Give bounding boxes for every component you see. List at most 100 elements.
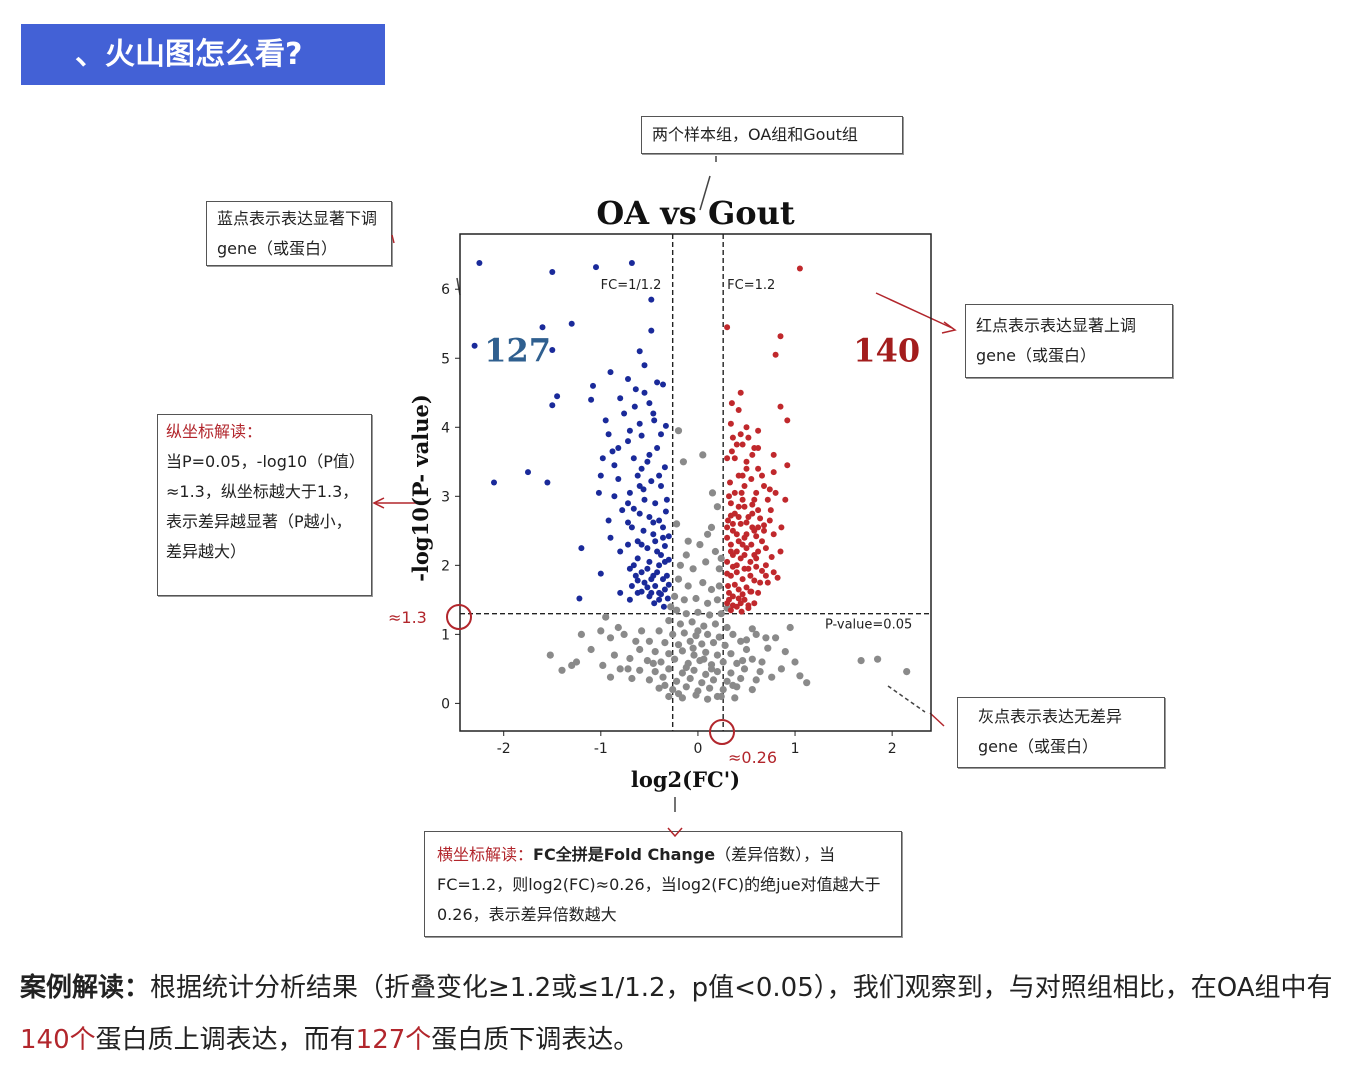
ns-point — [676, 620, 685, 628]
ns-point — [704, 630, 712, 639]
up-point — [724, 570, 731, 577]
ns-point — [715, 633, 723, 641]
ns-point — [721, 641, 729, 650]
ns-point — [673, 677, 681, 685]
down-point — [634, 472, 641, 479]
down-point — [588, 396, 595, 403]
up-point — [753, 563, 760, 570]
chart-title: OA vs Gout — [596, 194, 795, 232]
down-point — [654, 379, 661, 386]
up-point — [764, 496, 771, 503]
ns-point — [686, 674, 694, 683]
up-point — [770, 531, 777, 538]
up-point — [741, 534, 748, 541]
up-point — [770, 469, 777, 476]
up-point — [777, 333, 784, 340]
ns-point — [719, 686, 727, 694]
ns-point — [699, 579, 707, 587]
ns-point — [729, 630, 737, 639]
ns-point — [546, 651, 554, 659]
down-point — [651, 417, 658, 424]
down-point — [644, 584, 651, 591]
down-point — [636, 420, 643, 427]
down-point — [632, 572, 639, 579]
down-point — [656, 517, 663, 524]
ns-point — [667, 603, 675, 611]
up-point — [748, 476, 755, 482]
ns-point — [739, 657, 747, 665]
ns-point — [643, 657, 652, 665]
down-point — [660, 381, 666, 388]
ns-point — [740, 665, 749, 673]
ns-point — [645, 637, 654, 645]
down-point — [656, 589, 663, 596]
grey-points-callout: 灰点表示表达无差异gene（或蛋白） — [957, 697, 1165, 768]
ns-point — [748, 655, 756, 663]
up-point — [729, 593, 736, 600]
down-point — [665, 581, 672, 588]
ns-point — [682, 683, 690, 691]
up-point — [737, 389, 744, 396]
up-point — [784, 417, 791, 424]
up-point — [728, 400, 735, 407]
ns-point — [713, 692, 722, 701]
up-point — [729, 520, 736, 527]
down-point — [632, 386, 639, 393]
ns-point — [651, 648, 659, 656]
ns-point — [702, 648, 710, 656]
ns-point — [645, 676, 654, 684]
down-point — [652, 583, 659, 589]
fc-threshold-label: FC=1/1.2 — [601, 278, 662, 293]
y-threshold-note: ≈1.3 — [388, 608, 427, 627]
down-point — [638, 432, 645, 439]
up-point — [741, 596, 748, 603]
down-point — [656, 472, 663, 479]
section-banner: 、火山图怎么看? — [21, 24, 385, 85]
up-point — [731, 581, 738, 588]
down-point — [590, 382, 596, 389]
down-point — [660, 576, 666, 583]
up-point — [755, 445, 762, 451]
up-point — [735, 407, 742, 413]
up-point — [738, 608, 745, 615]
down-point — [631, 403, 638, 410]
ns-point — [777, 665, 786, 673]
up-point — [759, 472, 765, 479]
up-point — [747, 572, 754, 579]
down-point — [599, 455, 606, 462]
ns-point — [606, 634, 615, 642]
up-point — [748, 541, 755, 548]
up-point — [757, 579, 764, 586]
up-point — [772, 489, 779, 496]
x-explanation-bold: FC全拼是Fold Change — [533, 845, 716, 864]
up-point — [761, 522, 767, 529]
up-point — [770, 451, 777, 458]
down-point — [576, 595, 583, 602]
down-point — [549, 402, 556, 409]
ns-point — [791, 658, 799, 666]
down-point — [661, 558, 668, 565]
y-axis-explanation: 纵坐标解读： 当P=0.05，-log10（P值）≈1.3，纵坐标越大于1.3，… — [157, 414, 372, 596]
up-point — [724, 558, 731, 565]
up-point — [749, 501, 756, 508]
up-point — [737, 555, 744, 562]
up-point — [751, 577, 758, 584]
ns-point — [628, 674, 636, 683]
ns-point — [700, 622, 708, 630]
up-point — [743, 584, 750, 591]
case-study-text1: 根据统计分析结果（折叠变化≥1.2或≤1/1.2，p值<0.05），我们观察到，… — [150, 973, 1333, 1003]
ns-point — [781, 648, 789, 656]
up-point — [796, 265, 803, 272]
up-point — [725, 517, 731, 524]
down-point — [656, 596, 663, 603]
up-point — [767, 507, 774, 514]
p-threshold-label: P-value=0.05 — [825, 618, 912, 633]
down-point — [626, 427, 633, 434]
ns-point — [708, 489, 717, 497]
ns-point — [661, 639, 669, 647]
ns-point — [702, 670, 710, 679]
ns-point — [684, 537, 692, 545]
up-point — [735, 586, 742, 593]
x-explanation-title: 横坐标解读： — [437, 845, 534, 864]
down-point — [597, 570, 604, 577]
